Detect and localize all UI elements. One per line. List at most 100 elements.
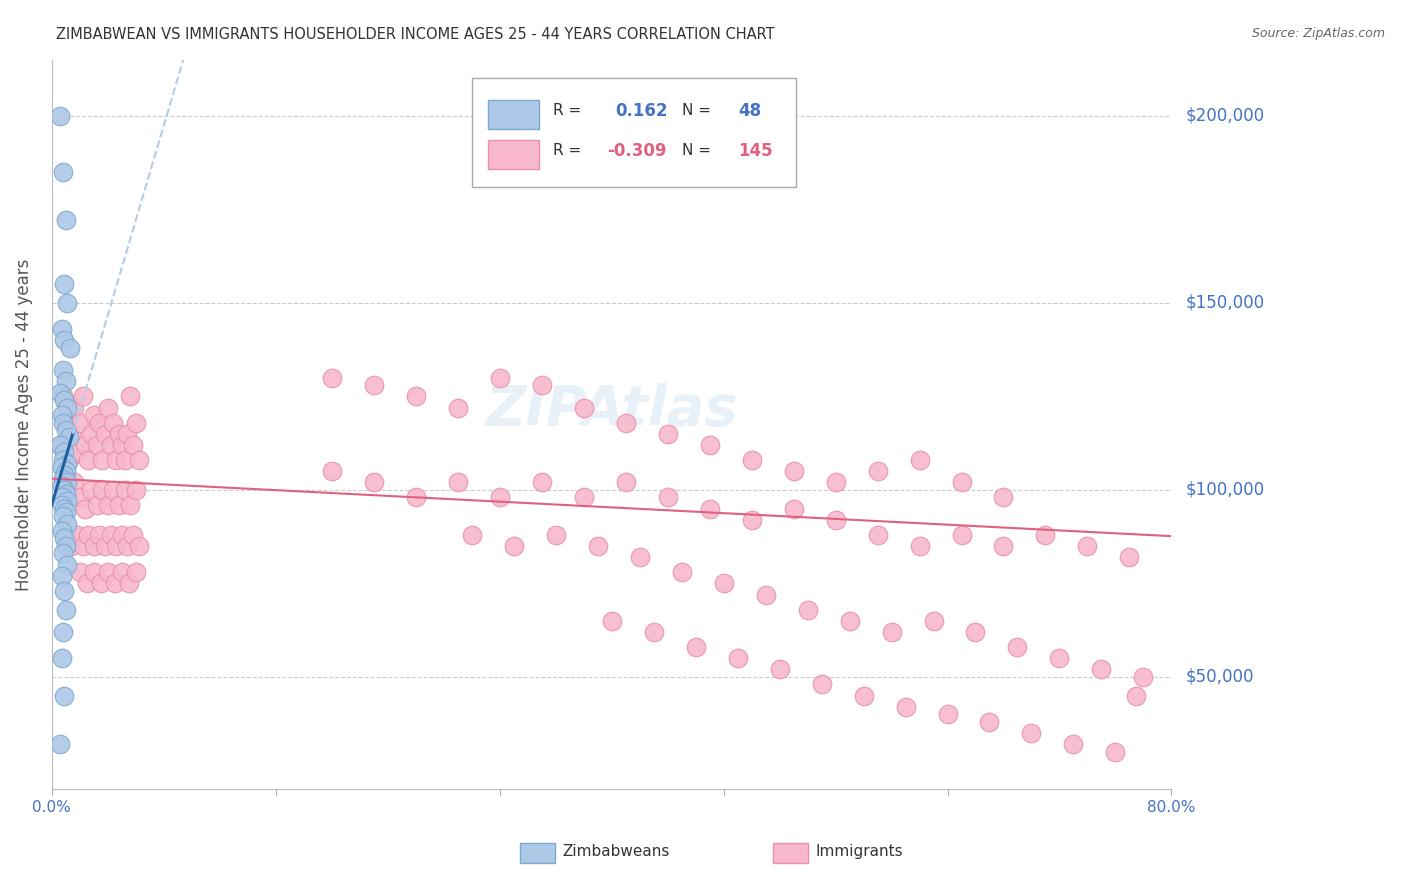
Point: [52, 491, 75, 505]
Point: [118, 576, 141, 591]
Point: [60, 426, 83, 441]
Point: [55, 486, 77, 500]
Point: [89, 416, 111, 430]
Text: $100,000: $100,000: [1185, 481, 1264, 499]
Point: [49, 385, 72, 400]
Point: [49, 737, 72, 751]
Point: [51, 524, 73, 538]
Point: [120, 389, 142, 403]
Point: [1125, 689, 1147, 703]
Point: [908, 539, 931, 553]
Point: [128, 453, 150, 467]
Point: [125, 565, 148, 579]
Point: [52, 389, 75, 403]
Point: [56, 475, 79, 490]
Point: [699, 501, 721, 516]
Point: [1090, 662, 1112, 676]
Point: [108, 426, 131, 441]
Point: [75, 438, 97, 452]
Point: [643, 625, 665, 640]
Text: 48: 48: [738, 102, 761, 120]
Point: [713, 576, 735, 591]
Point: [69, 416, 91, 430]
Point: [117, 426, 139, 441]
Point: [460, 527, 482, 541]
Point: [321, 464, 343, 478]
Point: [321, 370, 343, 384]
Point: [363, 475, 385, 490]
Text: R =: R =: [554, 103, 582, 118]
Point: [52, 165, 75, 179]
Point: [53, 583, 76, 598]
Point: [49, 109, 72, 123]
Point: [49, 438, 72, 452]
Point: [544, 527, 567, 541]
Point: [66, 527, 89, 541]
Point: [55, 213, 77, 227]
Point: [488, 491, 510, 505]
Text: R =: R =: [554, 144, 582, 158]
Point: [56, 401, 79, 415]
Point: [614, 475, 637, 490]
Point: [60, 539, 83, 553]
Point: [614, 416, 637, 430]
Point: [128, 539, 150, 553]
Point: [56, 516, 79, 531]
Point: [69, 491, 91, 505]
Text: 145: 145: [738, 142, 773, 160]
Point: [55, 505, 77, 519]
Point: [105, 453, 128, 467]
Point: [86, 438, 108, 452]
Point: [53, 467, 76, 482]
Point: [55, 602, 77, 616]
Point: [53, 532, 76, 546]
Point: [55, 539, 77, 553]
Point: [488, 370, 510, 384]
Point: [993, 539, 1015, 553]
Point: [908, 453, 931, 467]
Text: Immigrants: Immigrants: [815, 845, 903, 859]
Point: [741, 513, 763, 527]
Point: [51, 569, 73, 583]
Point: [950, 475, 973, 490]
Point: [51, 408, 73, 422]
Point: [72, 539, 94, 553]
Point: [1007, 640, 1029, 654]
Point: [63, 401, 86, 415]
Point: [86, 498, 108, 512]
Point: [1118, 550, 1140, 565]
Point: [363, 378, 385, 392]
Point: [446, 475, 468, 490]
Point: [53, 501, 76, 516]
Point: [77, 527, 100, 541]
Text: N =: N =: [682, 144, 711, 158]
Point: [90, 576, 112, 591]
Point: [936, 707, 959, 722]
Point: [572, 491, 595, 505]
Text: -0.309: -0.309: [607, 142, 666, 160]
Point: [52, 475, 75, 490]
FancyBboxPatch shape: [488, 140, 538, 169]
Point: [105, 539, 128, 553]
Point: [55, 416, 77, 430]
Point: [530, 475, 553, 490]
Point: [114, 483, 136, 497]
Point: [97, 498, 120, 512]
Point: [63, 475, 86, 490]
Point: [83, 408, 105, 422]
Point: [76, 576, 98, 591]
Point: [58, 430, 80, 444]
Point: [55, 423, 77, 437]
Point: [83, 539, 105, 553]
Point: [122, 527, 145, 541]
Point: [782, 464, 804, 478]
Point: [125, 483, 148, 497]
Point: [77, 453, 100, 467]
Point: [699, 438, 721, 452]
Point: [53, 689, 76, 703]
Point: [52, 453, 75, 467]
Point: [657, 426, 679, 441]
Point: [530, 378, 553, 392]
Point: [586, 539, 609, 553]
Point: [122, 438, 145, 452]
